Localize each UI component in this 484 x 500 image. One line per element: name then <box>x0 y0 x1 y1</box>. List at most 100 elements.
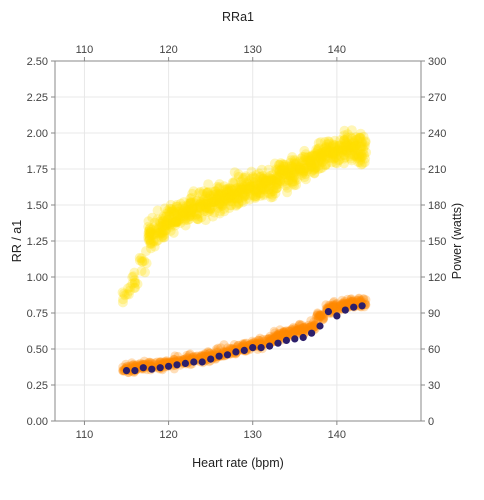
power-point <box>346 133 357 144</box>
power-point <box>171 216 182 227</box>
power-point <box>316 155 327 166</box>
power-point <box>162 218 173 229</box>
power-point <box>174 206 185 217</box>
power-point <box>301 152 311 163</box>
rr-point <box>213 343 223 353</box>
a1-point <box>291 335 299 343</box>
power-point <box>199 206 210 217</box>
power-point <box>300 174 311 185</box>
power-point <box>324 145 335 156</box>
power-point <box>157 221 167 232</box>
power-point <box>348 141 359 152</box>
power-point <box>143 216 154 227</box>
rr-point <box>132 360 142 369</box>
power-point <box>261 178 272 188</box>
a1-point <box>215 352 223 360</box>
rr-point <box>281 327 291 337</box>
power-point <box>311 151 322 162</box>
power-point <box>255 188 266 199</box>
power-point <box>185 205 196 216</box>
power-point <box>258 174 269 185</box>
power-point <box>328 140 339 151</box>
power-point <box>347 145 358 156</box>
power-point <box>271 183 282 194</box>
power-point <box>225 190 236 201</box>
power-point <box>141 258 152 269</box>
power-point <box>333 145 344 156</box>
power-point <box>339 130 350 141</box>
power-point <box>296 153 306 164</box>
power-point <box>175 211 186 222</box>
power-point <box>170 220 181 231</box>
power-point <box>204 190 215 201</box>
power-point <box>145 228 156 239</box>
power-point <box>288 172 299 183</box>
power-point <box>122 289 133 300</box>
power-point <box>168 217 179 228</box>
power-point <box>186 198 197 208</box>
rr-point <box>315 311 325 321</box>
power-point <box>286 161 297 172</box>
power-point <box>285 157 296 168</box>
power-point <box>349 149 360 160</box>
power-point <box>179 207 190 218</box>
y-tick-label: 0.50 <box>27 344 48 356</box>
power-point <box>360 136 371 147</box>
power-point <box>238 172 249 183</box>
rr-point <box>306 321 316 331</box>
power-point <box>305 157 316 168</box>
power-point <box>268 173 279 184</box>
rr-point <box>296 326 306 336</box>
rr-point <box>254 335 264 345</box>
power-point <box>250 185 261 196</box>
power-point <box>183 201 194 212</box>
power-point <box>323 142 334 153</box>
power-point <box>212 188 223 199</box>
power-point <box>287 174 298 184</box>
rr-point <box>264 334 274 343</box>
power-point <box>254 187 265 198</box>
power-point <box>194 188 205 199</box>
power-point <box>322 139 332 150</box>
power-point <box>227 189 238 200</box>
power-point <box>144 226 155 237</box>
power-point <box>305 157 316 168</box>
power-point <box>195 199 206 210</box>
power-point <box>306 159 317 170</box>
power-point <box>166 216 177 227</box>
power-point <box>339 134 350 145</box>
power-point <box>205 203 216 214</box>
power-point <box>250 186 260 197</box>
rr-point <box>184 350 194 360</box>
rr-point <box>312 310 322 320</box>
power-point <box>157 214 168 224</box>
power-point <box>152 205 163 216</box>
rr-point <box>330 301 340 311</box>
power-point <box>330 140 341 151</box>
power-point <box>237 188 248 199</box>
power-point <box>167 206 178 217</box>
power-point <box>225 192 236 203</box>
power-point <box>185 198 196 209</box>
rr-point <box>233 340 243 350</box>
power-point <box>247 171 258 182</box>
power-point <box>330 148 341 159</box>
rr-point <box>281 330 291 340</box>
power-point <box>154 227 165 238</box>
rr-point <box>294 321 304 331</box>
power-point <box>357 141 367 152</box>
power-point <box>289 170 300 181</box>
rr-point <box>356 295 366 305</box>
y-tick-label: 2.50 <box>27 56 48 68</box>
power-point <box>326 157 337 168</box>
power-point <box>313 144 324 154</box>
power-point <box>165 217 175 228</box>
power-point <box>297 151 308 162</box>
power-point <box>265 178 276 189</box>
rr-point <box>198 351 208 361</box>
power-point <box>306 151 317 162</box>
power-point <box>317 146 328 157</box>
power-point <box>230 183 241 194</box>
power-point <box>191 196 202 206</box>
power-point <box>251 188 262 199</box>
